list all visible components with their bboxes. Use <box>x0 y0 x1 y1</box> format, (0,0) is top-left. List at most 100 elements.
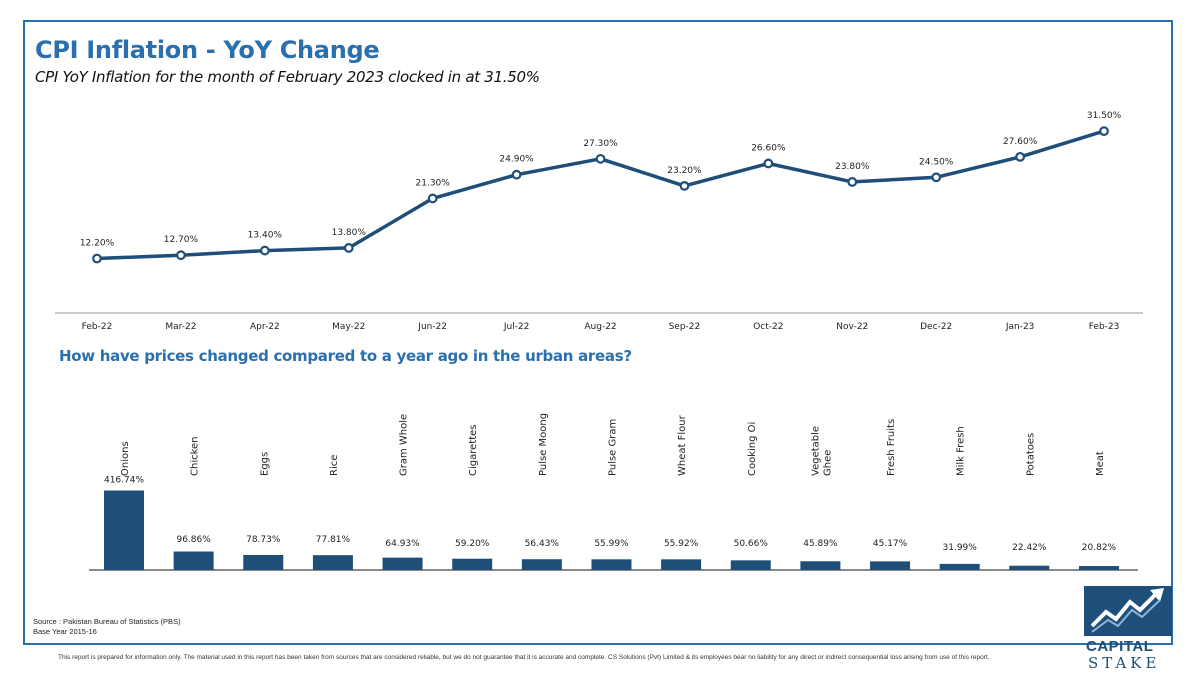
data-point <box>1015 151 1026 162</box>
report-frame <box>23 20 1173 645</box>
x-tick-label: Apr-22 <box>250 322 280 332</box>
category-label-group: Cooking Oi <box>747 422 758 476</box>
data-label: 26.60% <box>751 143 786 153</box>
x-tick-label: Mar-22 <box>165 322 196 332</box>
bar-value-label: 22.42% <box>1012 543 1047 553</box>
data-point <box>259 245 270 256</box>
source-note: Source : Pakistan Bureau of Statistics (… <box>33 617 181 637</box>
category-label: Chicken <box>190 436 201 476</box>
data-label: 13.80% <box>332 228 367 238</box>
category-label-group: Milk Fresh <box>956 426 967 476</box>
data-label: 13.40% <box>248 231 283 241</box>
bar <box>382 557 423 570</box>
category-label: Meat <box>1095 451 1106 476</box>
bar <box>591 559 632 570</box>
bar-value-label: 78.73% <box>246 535 281 545</box>
category-label: Ghee <box>822 450 833 476</box>
category-label: Vegetable <box>810 426 821 476</box>
bar <box>661 559 702 570</box>
category-label-group: Chicken <box>190 436 201 476</box>
bar <box>870 561 911 570</box>
category-label-group: Fresh Fruits <box>886 419 897 476</box>
bar-value-label: 55.99% <box>594 539 629 549</box>
bar-value-label: 45.89% <box>803 539 838 549</box>
base-year-line: Base Year 2015-16 <box>33 627 97 636</box>
x-tick-label: Jul-22 <box>503 322 530 332</box>
category-label-group: Onions <box>120 441 131 476</box>
category-label: Fresh Fruits <box>886 419 897 476</box>
capital-stake-logo: CAPITAL STAKE <box>1084 586 1172 674</box>
page-title: CPI Inflation - YoY Change <box>35 36 380 64</box>
x-tick-label: Jan-23 <box>1005 322 1035 332</box>
chart-trend-icon <box>1084 586 1172 636</box>
data-point <box>427 193 438 204</box>
data-label: 23.20% <box>667 166 702 176</box>
bar <box>452 558 493 570</box>
page-subtitle: CPI YoY Inflation for the month of Febru… <box>35 68 540 86</box>
bar-value-label: 64.93% <box>385 539 420 549</box>
data-point <box>931 172 942 183</box>
bar-value-label: 45.17% <box>873 539 908 549</box>
bar <box>173 551 214 570</box>
bar <box>730 560 771 570</box>
source-line: Source : Pakistan Bureau of Statistics (… <box>33 617 181 626</box>
data-label: 12.70% <box>164 235 199 245</box>
bar-value-label: 20.82% <box>1082 543 1117 553</box>
category-label-group: Pulse Gram <box>607 419 618 476</box>
x-tick-label: May-22 <box>332 322 365 332</box>
bar-value-label: 31.99% <box>943 543 978 553</box>
data-point <box>595 153 606 164</box>
category-label-group: Wheat Flour <box>677 414 688 476</box>
category-label-group: Rice <box>329 455 340 476</box>
category-label-group: Cigarettes <box>468 425 479 476</box>
x-tick-label: Sep-22 <box>669 322 701 332</box>
category-label-group: Meat <box>1095 451 1106 476</box>
category-label-group: Pulse Moong <box>538 413 549 476</box>
category-label-group: Vegetable Ghee <box>810 426 833 476</box>
data-point <box>1099 126 1109 137</box>
data-label: 12.20% <box>80 239 115 249</box>
bar-value-label: 55.92% <box>664 539 699 549</box>
section-question: How have prices changed compared to a ye… <box>59 347 632 365</box>
data-label: 21.30% <box>416 178 451 188</box>
bar <box>1078 566 1119 570</box>
category-label-group: Potatoes <box>1025 433 1036 476</box>
category-label: Pulse Gram <box>607 419 618 476</box>
data-label: 23.80% <box>835 162 870 172</box>
bar <box>312 555 353 570</box>
bar-value-label: 59.20% <box>455 539 490 549</box>
bar <box>1009 565 1050 570</box>
bar-value-label: 50.66% <box>734 539 769 549</box>
category-label-group: Gram Whole <box>399 414 410 476</box>
data-point <box>679 180 690 191</box>
data-point <box>763 158 774 169</box>
bar-value-label: 416.74% <box>104 476 144 486</box>
x-tick-label: Dec-22 <box>920 322 952 332</box>
category-label: Milk Fresh <box>956 426 967 476</box>
x-tick-label: Feb-22 <box>82 322 113 332</box>
x-tick-label: Aug-22 <box>584 322 616 332</box>
data-label: 27.60% <box>1003 137 1038 147</box>
category-label: Eggs <box>259 452 270 476</box>
category-label: Wheat Flour <box>677 414 688 476</box>
bar-value-label: 77.81% <box>316 535 351 545</box>
category-label: Gram Whole <box>399 414 410 476</box>
x-tick-label: Jun-22 <box>417 322 447 332</box>
category-label-group: Eggs <box>259 452 270 476</box>
x-tick-label: Feb-23 <box>1089 322 1120 332</box>
bar-value-label: 56.43% <box>525 539 560 549</box>
bar <box>939 563 980 570</box>
logo-word-stake: STAKE <box>1088 654 1161 672</box>
data-label: 24.50% <box>919 157 954 167</box>
bar <box>243 554 284 570</box>
bar <box>521 559 562 570</box>
disclaimer: This report is prepared for information … <box>58 654 990 661</box>
category-label: Cigarettes <box>468 425 479 476</box>
data-point <box>343 243 354 253</box>
data-label: 24.90% <box>499 155 534 165</box>
data-label: 31.50% <box>1087 111 1122 121</box>
data-point <box>847 177 858 187</box>
category-label: Rice <box>329 455 340 476</box>
